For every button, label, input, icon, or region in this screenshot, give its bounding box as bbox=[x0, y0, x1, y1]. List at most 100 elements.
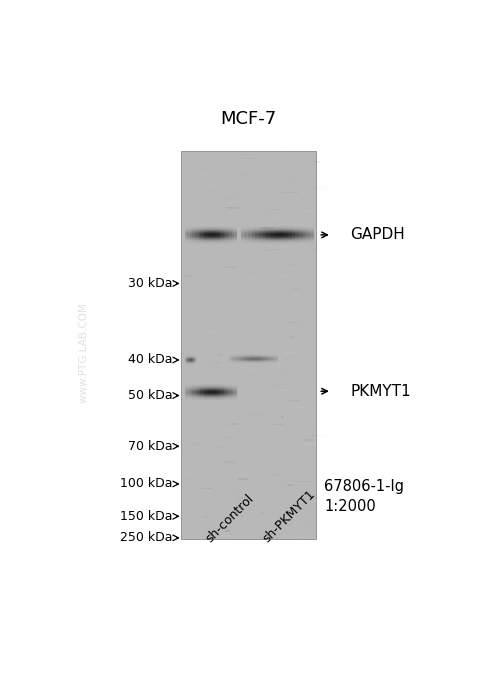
Bar bbox=[209, 535, 218, 536]
Bar bbox=[231, 423, 238, 425]
Bar bbox=[262, 479, 266, 480]
Bar bbox=[224, 285, 236, 286]
Bar bbox=[206, 233, 216, 234]
Bar bbox=[240, 237, 254, 239]
Bar bbox=[288, 400, 300, 402]
Bar bbox=[290, 176, 298, 177]
Text: 100 kDa: 100 kDa bbox=[120, 477, 172, 491]
Bar bbox=[202, 488, 212, 489]
Bar bbox=[240, 338, 242, 340]
Bar bbox=[312, 249, 318, 251]
Bar bbox=[245, 487, 250, 489]
Bar bbox=[230, 358, 235, 359]
Bar bbox=[298, 481, 310, 482]
Bar bbox=[222, 430, 230, 431]
Bar bbox=[261, 227, 274, 229]
Bar bbox=[316, 225, 322, 226]
Bar bbox=[314, 391, 326, 393]
Bar bbox=[192, 397, 196, 399]
Bar bbox=[312, 435, 324, 436]
Bar bbox=[301, 174, 314, 175]
Bar bbox=[278, 275, 290, 277]
Bar bbox=[260, 268, 264, 270]
Bar bbox=[244, 279, 254, 280]
Bar bbox=[292, 179, 294, 181]
Bar bbox=[220, 218, 229, 219]
Text: PKMYT1: PKMYT1 bbox=[350, 384, 410, 399]
Bar bbox=[216, 426, 226, 427]
Bar bbox=[198, 367, 201, 369]
Bar bbox=[180, 151, 316, 540]
Bar bbox=[284, 352, 298, 354]
Bar bbox=[244, 175, 248, 176]
Bar bbox=[222, 171, 232, 172]
Bar bbox=[304, 340, 312, 342]
Bar bbox=[214, 362, 220, 363]
Bar bbox=[272, 237, 278, 239]
Bar bbox=[256, 153, 270, 155]
Bar bbox=[243, 158, 256, 159]
Bar bbox=[296, 537, 307, 538]
Bar bbox=[212, 519, 223, 521]
Bar bbox=[249, 414, 263, 416]
Bar bbox=[276, 257, 288, 258]
Bar bbox=[207, 199, 212, 201]
Bar bbox=[310, 415, 316, 416]
Bar bbox=[206, 331, 222, 333]
Bar bbox=[212, 533, 216, 534]
Bar bbox=[254, 197, 264, 198]
Bar bbox=[223, 266, 236, 267]
Bar bbox=[316, 496, 327, 498]
Bar bbox=[315, 285, 330, 286]
Bar bbox=[217, 354, 224, 356]
Bar bbox=[224, 206, 234, 208]
Text: 40 kDa: 40 kDa bbox=[128, 354, 172, 367]
Bar bbox=[256, 419, 259, 421]
Bar bbox=[295, 510, 298, 512]
Bar bbox=[297, 469, 309, 471]
Bar bbox=[186, 449, 195, 450]
Bar bbox=[286, 484, 289, 486]
Bar bbox=[304, 468, 306, 469]
Bar bbox=[292, 288, 300, 290]
Bar bbox=[286, 368, 288, 370]
Bar bbox=[251, 391, 263, 393]
Bar bbox=[262, 512, 265, 514]
Bar bbox=[216, 356, 218, 358]
Bar bbox=[230, 448, 237, 449]
Bar bbox=[215, 473, 219, 475]
Bar bbox=[302, 193, 311, 194]
Bar bbox=[310, 280, 316, 282]
Bar bbox=[184, 250, 199, 251]
Bar bbox=[240, 330, 244, 331]
Bar bbox=[248, 311, 250, 312]
Text: sh-PKMYT1: sh-PKMYT1 bbox=[260, 487, 318, 545]
Bar bbox=[295, 406, 304, 408]
Bar bbox=[288, 533, 298, 535]
Bar bbox=[200, 410, 203, 412]
Bar bbox=[300, 477, 305, 479]
Bar bbox=[304, 497, 317, 499]
Bar bbox=[284, 241, 292, 243]
Bar bbox=[215, 199, 226, 200]
Bar bbox=[296, 445, 298, 447]
Bar bbox=[282, 192, 298, 193]
Bar bbox=[224, 159, 232, 160]
Text: 70 kDa: 70 kDa bbox=[128, 440, 172, 453]
Bar bbox=[235, 529, 249, 531]
Bar bbox=[274, 384, 277, 386]
Bar bbox=[187, 473, 194, 475]
Text: 50 kDa: 50 kDa bbox=[128, 389, 172, 402]
Bar bbox=[276, 151, 286, 153]
Bar bbox=[247, 341, 254, 342]
Bar bbox=[225, 530, 230, 532]
Text: sh-control: sh-control bbox=[204, 491, 257, 545]
Bar bbox=[194, 393, 205, 394]
Bar bbox=[190, 442, 198, 444]
Bar bbox=[288, 243, 291, 244]
Bar bbox=[236, 304, 244, 305]
Bar bbox=[303, 501, 311, 502]
Bar bbox=[266, 249, 280, 251]
Bar bbox=[270, 485, 278, 486]
Bar bbox=[274, 474, 280, 476]
